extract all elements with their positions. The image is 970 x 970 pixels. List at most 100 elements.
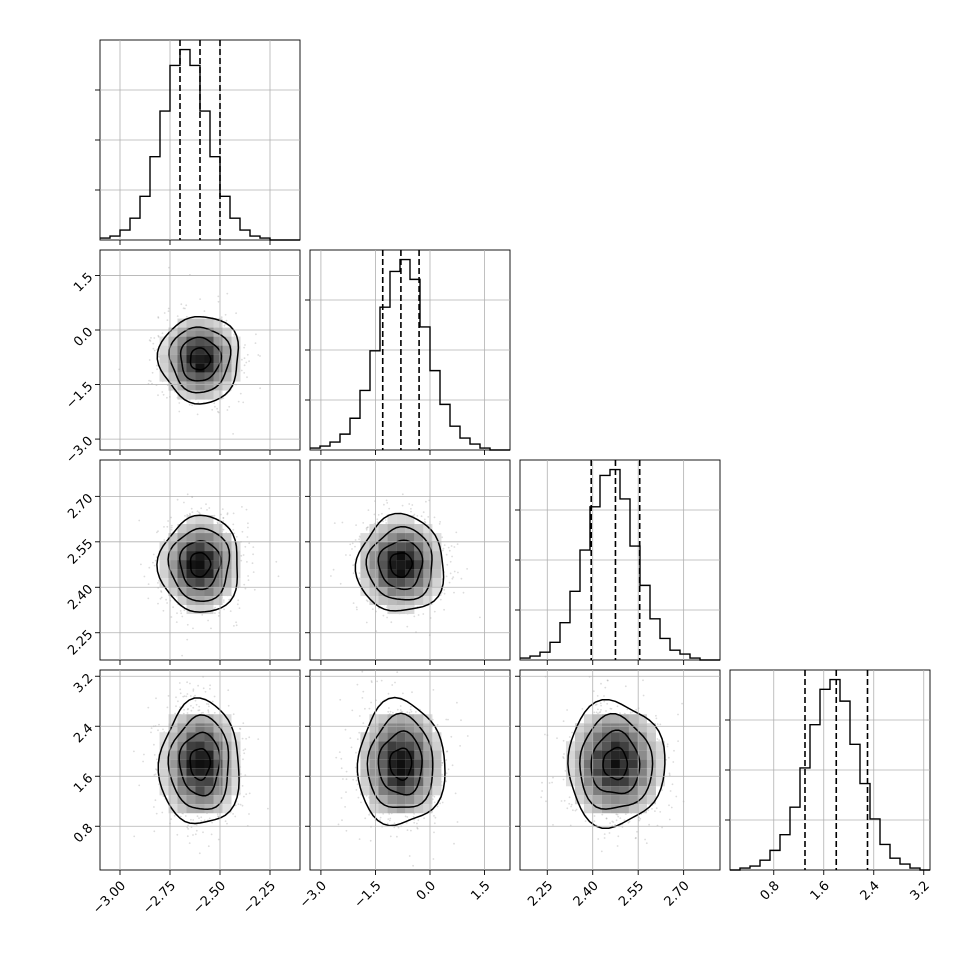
density-cell (177, 542, 187, 552)
scatter-point (451, 764, 454, 767)
scatter-point (207, 711, 210, 713)
density-cell (423, 741, 433, 751)
density-cell (369, 560, 379, 570)
scatter-point (563, 799, 566, 802)
scatter-point (149, 340, 152, 342)
density-cell (186, 524, 196, 534)
scatter-point (157, 316, 160, 318)
density-cell (204, 741, 214, 751)
scatter-point (227, 689, 230, 692)
density-cell (423, 768, 433, 778)
scatter-point (233, 532, 236, 535)
scatter-point (638, 816, 641, 819)
scatter-point (241, 804, 244, 807)
scatter-point (186, 493, 189, 496)
scatter-point (371, 608, 374, 610)
scatter-point (568, 802, 571, 805)
density-cell (195, 777, 205, 787)
density-cell (222, 542, 232, 552)
scatter-point (183, 609, 186, 612)
scatter-point (450, 735, 453, 738)
scatter-point (217, 615, 220, 617)
density-cell (186, 381, 196, 391)
scatter-point (217, 300, 220, 303)
scatter-point (195, 703, 198, 706)
density-cell (231, 336, 241, 346)
scatter-point (351, 548, 353, 550)
scatter-point (140, 563, 142, 566)
density-cell (186, 515, 196, 525)
scatter-point (147, 597, 150, 600)
scatter-point (562, 757, 565, 759)
scatter-point (422, 613, 425, 615)
scatter-point (356, 738, 359, 741)
density-cell (601, 786, 611, 796)
scatter-point (232, 713, 235, 716)
density-cell (195, 372, 205, 382)
scatter-point (222, 517, 225, 519)
scatter-point (198, 709, 201, 711)
scatter-point (443, 592, 446, 595)
scatter-point (603, 833, 606, 835)
scatter-point (246, 561, 248, 563)
density-cell (195, 542, 205, 552)
density-cell (213, 786, 223, 796)
density-panel (95, 669, 301, 875)
scatter-point (154, 559, 157, 562)
scatter-point (636, 830, 638, 833)
density-cell (360, 560, 370, 570)
density-cell (396, 795, 406, 805)
density-cell (168, 759, 178, 769)
scatter-point (147, 583, 150, 585)
y-tick-label: −3.0 (63, 434, 96, 467)
scatter-point (217, 522, 219, 525)
scatter-point (211, 700, 214, 703)
scatter-point (603, 695, 605, 697)
density-cell (378, 759, 388, 769)
scatter-point (668, 774, 671, 776)
scatter-point (203, 310, 206, 312)
scatter-point (378, 607, 380, 610)
scatter-point (433, 610, 436, 613)
scatter-point (207, 703, 210, 706)
histogram-step (100, 48, 300, 241)
scatter-point (413, 615, 416, 618)
density-cell (414, 542, 424, 552)
scatter-point (330, 575, 332, 577)
scatter-point (388, 507, 391, 510)
scatter-point (446, 750, 448, 753)
density-cell (574, 741, 584, 751)
density-cell (168, 786, 178, 796)
scatter-point (366, 600, 369, 603)
density-cell (378, 714, 388, 724)
density-cell (423, 533, 433, 543)
density-cell (619, 804, 629, 814)
scatter-point (455, 531, 458, 534)
scatter-point (170, 524, 173, 527)
density-cell (177, 759, 187, 769)
scatter-point (154, 773, 157, 776)
density-cell (637, 723, 647, 733)
density-cell (619, 741, 629, 751)
density-cell (387, 795, 397, 805)
scatter-point (248, 736, 251, 739)
scatter-point (186, 681, 189, 684)
density-cell (186, 605, 196, 615)
density-cell (177, 524, 187, 534)
density-cell (592, 759, 602, 769)
scatter-point (438, 523, 441, 525)
scatter-point (670, 806, 673, 809)
scatter-point (433, 516, 436, 519)
density-cell (637, 786, 647, 796)
y-tick-label: 2.55 (65, 537, 96, 568)
density-cell (369, 587, 379, 597)
scatter-point (184, 307, 186, 310)
density-cell (619, 723, 629, 733)
scatter-point (338, 751, 341, 753)
scatter-point (370, 701, 372, 704)
density-cell (369, 777, 379, 787)
scatter-point (420, 515, 423, 518)
scatter-point (361, 670, 364, 673)
density-cell (655, 768, 665, 778)
density-cell (231, 768, 241, 778)
